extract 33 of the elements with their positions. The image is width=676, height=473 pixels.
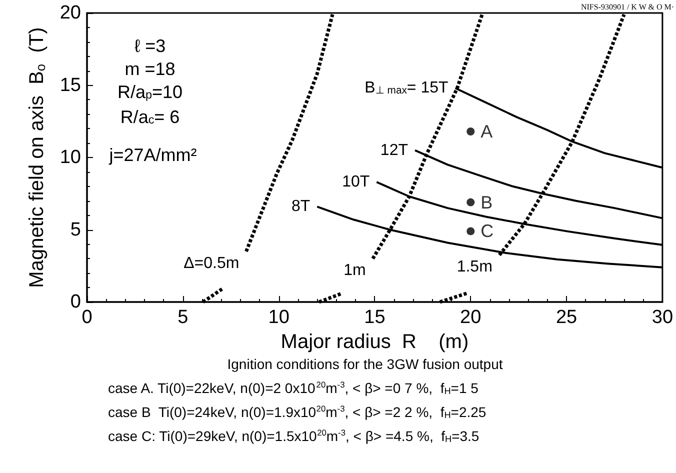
series-label: B⊥ max= 15T (364, 80, 449, 97)
x-tick-label: 30 (652, 307, 674, 328)
series-label: 1.5m (456, 258, 492, 276)
text: Ignition conditions for the 3GW fusion output (227, 356, 503, 372)
y-tick-label: 0 (70, 292, 81, 312)
series-label: 12T (380, 142, 408, 159)
annotation: m =18 (124, 59, 176, 79)
annotation: ℓ =3 (134, 36, 166, 56)
point (466, 127, 475, 136)
y-tick-label: 20 (60, 2, 81, 24)
series-label: Δ=0.5m (184, 254, 240, 272)
y-tick-label: 15 (60, 74, 81, 96)
y-tick-label: 5 (70, 219, 81, 240)
x-tick-label: 25 (556, 307, 578, 328)
series-label: 1m (344, 262, 366, 280)
series-label: 10T (342, 174, 370, 191)
x-tick-label: 20 (460, 307, 482, 328)
annotation: R/ap=10 (117, 82, 183, 102)
series-label: 8T (292, 198, 310, 216)
x-axis-title: Major radius R (m) (280, 331, 469, 353)
x-tick-label: 15 (364, 307, 386, 328)
point (466, 227, 475, 236)
x-tick-label: 10 (268, 307, 290, 328)
y-axis-title: Magnetic field on axis Bo (T) (26, 27, 48, 288)
point (466, 198, 475, 206)
annotation: j=27A/mm² (108, 145, 197, 165)
x-tick-label: 5 (178, 307, 188, 328)
data-label: A (480, 121, 493, 142)
y-tick-label: 10 (60, 147, 81, 168)
annotation: R/ac= 6 (120, 107, 180, 127)
text: NIFS-930901 / K W & O M· (580, 2, 674, 12)
data-label: C (480, 221, 494, 242)
data-label: B (480, 192, 493, 212)
